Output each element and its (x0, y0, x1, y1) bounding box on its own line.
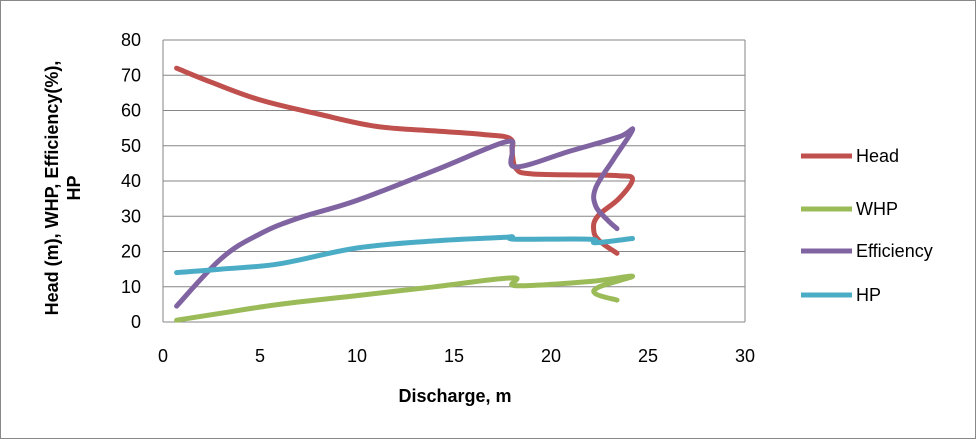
y-tick-label: 10 (121, 277, 141, 297)
y-tick-label: 40 (121, 171, 141, 191)
x-tick-label: 10 (347, 346, 367, 366)
y-tick-label: 60 (121, 101, 141, 121)
x-tick-label: 20 (541, 346, 561, 366)
legend-label-efficiency: Efficiency (856, 241, 933, 261)
x-tick-label: 5 (255, 346, 265, 366)
x-tick-label: 30 (735, 346, 755, 366)
gridlines (162, 39, 746, 323)
x-tick-label: 15 (444, 346, 464, 366)
y-tick-label: 30 (121, 206, 141, 226)
y-tick-label: 70 (121, 65, 141, 85)
series-line-whp (174, 273, 636, 323)
y-tick-label: 80 (121, 30, 141, 50)
legend-label-hp: HP (856, 285, 881, 305)
x-tick-label: 25 (638, 346, 658, 366)
series-line-hp (174, 234, 635, 276)
y-tick-labels: 0 10 20 30 40 50 60 70 80 (121, 30, 141, 332)
x-tick-label: 0 (158, 346, 168, 366)
series-line-efficiency (174, 126, 636, 309)
y-axis-title: Head (m), WHP, Efficiency(%), HP (42, 61, 84, 316)
x-axis-title: Discharge, m (398, 386, 511, 406)
series-lines (174, 65, 636, 323)
y-tick-label: 50 (121, 136, 141, 156)
legend-label-head: Head (856, 146, 899, 166)
y-axis-title-line2: HP (64, 175, 84, 200)
y-tick-label: 0 (131, 312, 141, 332)
y-axis-title-line1: Head (m), WHP, Efficiency(%), (42, 61, 62, 316)
y-tick-label: 20 (121, 242, 141, 262)
x-tick-labels: 0 5 10 15 20 25 30 (158, 346, 755, 366)
legend: Head WHP Efficiency HP (801, 146, 933, 305)
legend-label-whp: WHP (856, 199, 898, 219)
